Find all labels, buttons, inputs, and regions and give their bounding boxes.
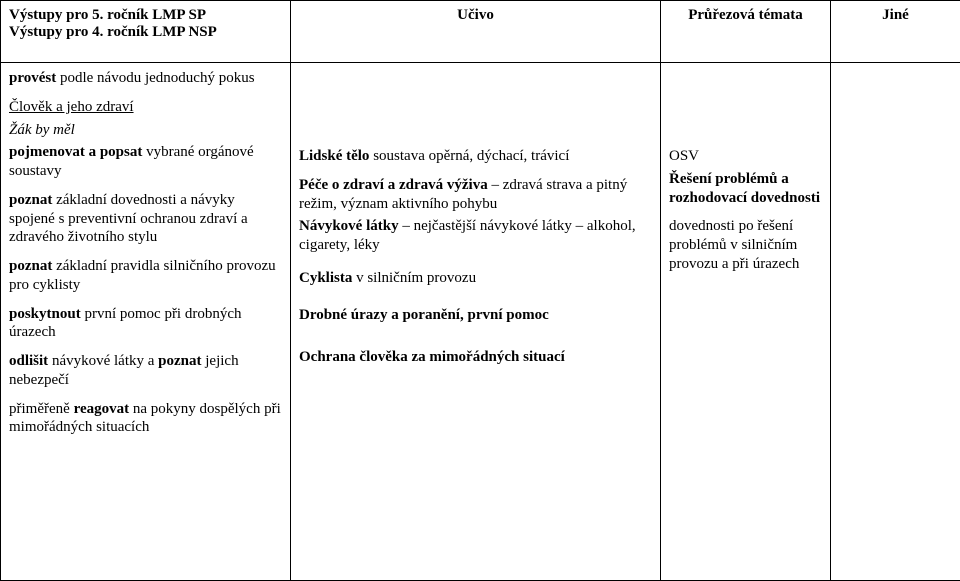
section-title-text: Člověk a jeho zdraví	[9, 99, 134, 115]
mid-p5: Drobné úrazy a poranění, první pomoc	[299, 306, 652, 325]
left-p6: přiměřeně reagovat na pokyny dospělých p…	[9, 400, 282, 438]
header-col1-line2: Výstupy pro 4. ročník LMP NSP	[9, 24, 217, 40]
intro-b1: provést	[9, 70, 56, 86]
left-p1: pojmenovat a popsat vybrané orgánové sou…	[9, 143, 282, 181]
cell-curriculum: Lidské tělo soustava opěrná, dýchací, tr…	[291, 63, 661, 581]
section-title: Člověk a jeho zdraví	[9, 98, 282, 117]
mid-p1-b1: Lidské tělo	[299, 148, 369, 164]
left-p6-b1: reagovat	[74, 401, 130, 417]
left-p4-b1: poskytnout	[9, 306, 81, 322]
mid-p3-b1: Návykové látky	[299, 218, 399, 234]
mid-p2: Péče o zdraví a zdravá výživa – zdravá s…	[299, 176, 652, 214]
header-col2-text: Učivo	[457, 7, 494, 23]
table-header-row: Výstupy pro 5. ročník LMP SP Výstupy pro…	[1, 1, 960, 63]
intro-paragraph: provést podle návodu jednoduchý pokus	[9, 69, 282, 88]
left-p5-b2: poznat	[158, 353, 201, 369]
cell-other	[831, 63, 960, 581]
header-col4: Jiné	[831, 1, 960, 63]
cell-themes: OSV Řešení problémů a rozhodovací dovedn…	[661, 63, 831, 581]
mid-p2-b1: Péče o zdraví a zdravá výživa	[299, 177, 488, 193]
header-col1-line1: Výstupy pro 5. ročník LMP SP	[9, 7, 206, 23]
header-col1: Výstupy pro 5. ročník LMP SP Výstupy pro…	[1, 1, 291, 63]
left-p3-b1: poznat	[9, 258, 52, 274]
left-p1-b1: pojmenovat a popsat	[9, 144, 142, 160]
left-p6-t1: přiměřeně	[9, 401, 74, 417]
left-p2: poznat základní dovednosti a návyky spoj…	[9, 191, 282, 247]
header-col3-text: Průřezová témata	[688, 7, 803, 23]
lead-line: Žák by měl	[9, 121, 282, 140]
header-col3: Průřezová témata	[661, 1, 831, 63]
mid-p4: Cyklista v silničním provozu	[299, 269, 652, 288]
page: Výstupy pro 5. ročník LMP SP Výstupy pro…	[0, 0, 960, 581]
themes-body-text: dovednosti po řešení problémů v silniční…	[669, 218, 799, 272]
spacer2	[669, 69, 822, 147]
left-p5-t1: návykové látky a	[48, 353, 158, 369]
left-p5-b1: odlišit	[9, 353, 48, 369]
left-p4: poskytnout první pomoc při drobných úraz…	[9, 305, 282, 343]
spacer	[299, 69, 652, 147]
mid-p6: Ochrana člověka za mimořádných situací	[299, 348, 652, 367]
mid-p1-t1: soustava opěrná, dýchací, trávicí	[369, 148, 569, 164]
left-p3: poznat základní pravidla silničního prov…	[9, 257, 282, 295]
mid-p4-b1: Cyklista	[299, 270, 352, 286]
themes-title: Řešení problémů a rozhodovací dovednosti	[669, 170, 822, 208]
osv-text: OSV	[669, 148, 699, 164]
themes-body: dovednosti po řešení problémů v silniční…	[669, 217, 822, 273]
mid-p5-b1: Drobné úrazy a poranění, první pomoc	[299, 307, 549, 323]
mid-p6-b1: Ochrana člověka za mimořádných situací	[299, 349, 565, 365]
themes-title-text: Řešení problémů a rozhodovací dovednosti	[669, 171, 820, 206]
lead-text: Žák by měl	[9, 122, 75, 138]
left-p5: odlišit návykové látky a poznat jejich n…	[9, 352, 282, 390]
curriculum-table: Výstupy pro 5. ročník LMP SP Výstupy pro…	[0, 0, 960, 581]
table-body-row: provést podle návodu jednoduchý pokus Čl…	[1, 63, 960, 581]
intro-t1: podle návodu jednoduchý pokus	[56, 70, 254, 86]
left-p2-b1: poznat	[9, 192, 52, 208]
header-col4-text: Jiné	[882, 7, 909, 23]
mid-p1: Lidské tělo soustava opěrná, dýchací, tr…	[299, 147, 652, 166]
cell-outputs: provést podle návodu jednoduchý pokus Čl…	[1, 63, 291, 581]
mid-p4-t1: v silničním provozu	[352, 270, 476, 286]
header-col2: Učivo	[291, 1, 661, 63]
mid-p3: Návykové látky – nejčastější návykové lá…	[299, 217, 652, 255]
osv-label: OSV	[669, 147, 822, 166]
